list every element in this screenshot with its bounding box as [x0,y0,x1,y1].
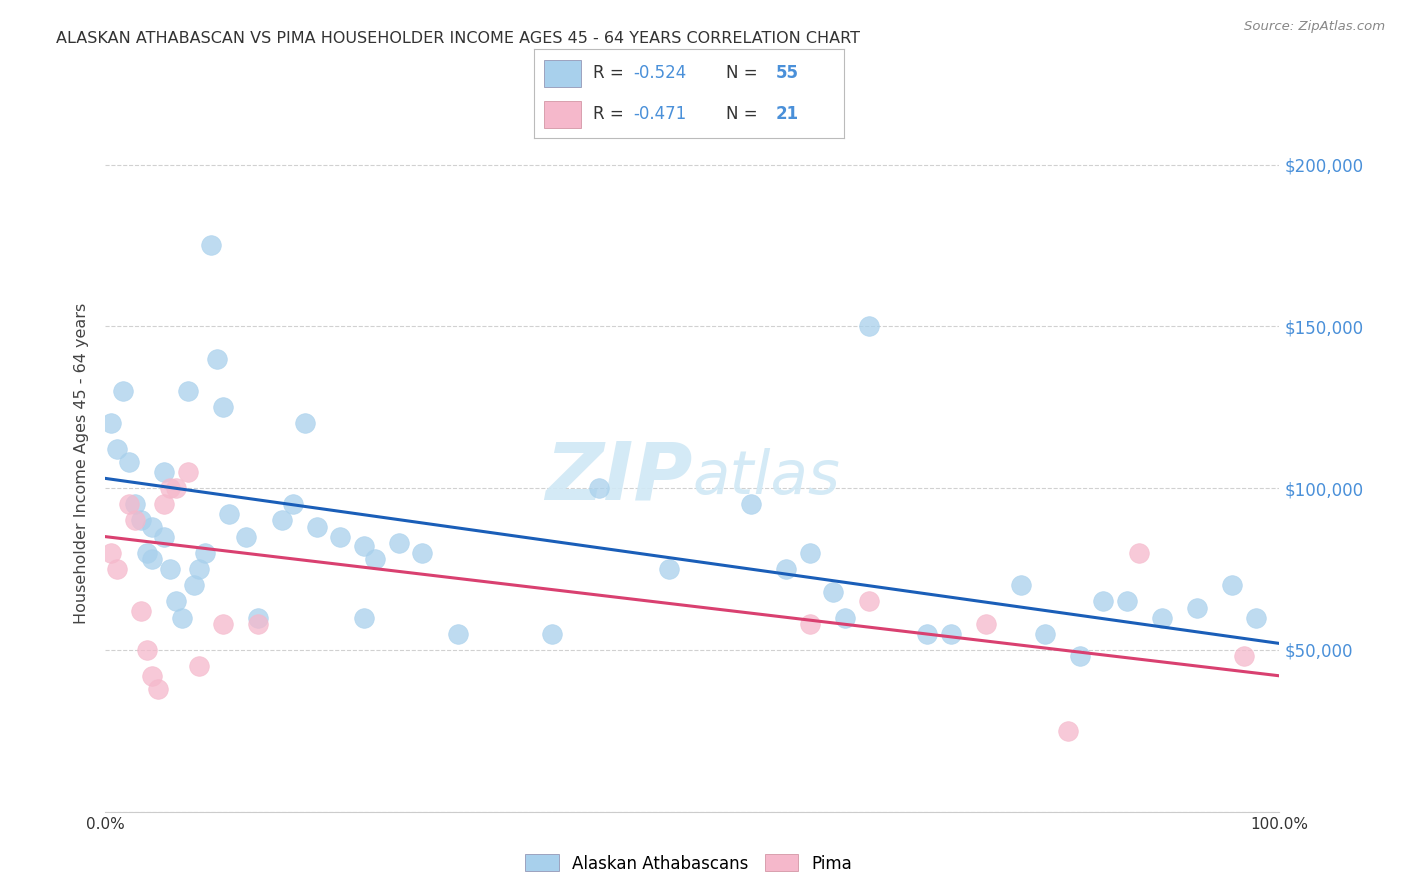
Point [148,681,170,696]
Point [183,578,205,592]
Point [834,610,856,624]
Point [823,584,845,599]
Point [353,540,375,554]
Point [364,552,387,566]
Point [1069,649,1091,664]
Point [1115,594,1137,608]
Point [194,546,217,560]
Point [1092,594,1115,608]
Point [141,669,163,683]
Point [200,238,222,252]
Point [205,351,228,366]
Point [188,659,211,673]
Point [974,617,997,632]
Point [939,626,962,640]
Point [129,513,152,527]
Point [118,497,141,511]
Point [858,594,880,608]
Point [211,617,233,632]
Point [1233,649,1256,664]
Point [100,417,122,431]
Point [388,536,411,550]
Point [176,384,198,398]
Point [740,497,762,511]
Point [1150,610,1173,624]
Point [135,546,157,560]
Point [159,562,181,576]
Legend: Alaskan Athabascans, Pima: Alaskan Athabascans, Pima [519,847,859,880]
Point [235,530,257,544]
Point [658,562,681,576]
Point [135,643,157,657]
Point [775,562,797,576]
Point [799,617,821,632]
Point [141,520,163,534]
Text: ZIP: ZIP [546,439,692,516]
Point [305,520,328,534]
Point [153,465,176,479]
Point [353,610,375,624]
Point [124,497,146,511]
Text: atlas: atlas [692,449,841,508]
Text: 21: 21 [776,105,799,123]
Point [858,319,880,334]
Text: ALASKAN ATHABASCAN VS PIMA HOUSEHOLDER INCOME AGES 45 - 64 YEARS CORRELATION CHA: ALASKAN ATHABASCAN VS PIMA HOUSEHOLDER I… [56,31,860,46]
Text: N =: N = [725,105,763,123]
Point [129,604,152,618]
Text: -0.471: -0.471 [633,105,686,123]
Point [247,617,270,632]
Point [294,417,316,431]
Point [159,481,181,495]
Point [165,481,187,495]
Point [112,384,135,398]
Point [1057,723,1080,738]
Point [1244,610,1267,624]
Point [188,562,211,576]
Point [329,530,352,544]
Point [1128,546,1150,560]
Point [211,401,233,415]
Text: R =: R = [593,105,628,123]
Point [1187,600,1209,615]
Point [1033,626,1056,640]
Point [247,610,270,624]
Text: -0.524: -0.524 [633,64,686,82]
Point [283,497,305,511]
Bar [544,101,581,128]
Text: Source: ZipAtlas.com: Source: ZipAtlas.com [1244,20,1385,33]
Point [446,626,468,640]
Point [118,455,141,469]
Point [915,626,938,640]
Point [588,481,610,495]
Y-axis label: Householder Income Ages 45 - 64 years: Householder Income Ages 45 - 64 years [75,303,90,624]
Point [218,507,240,521]
Point [540,626,562,640]
Point [105,442,128,457]
Point [100,546,122,560]
Point [170,610,193,624]
Text: 55: 55 [776,64,799,82]
Text: R =: R = [593,64,628,82]
Point [1222,578,1244,592]
Point [176,465,198,479]
Point [270,513,292,527]
Bar [544,60,581,87]
Point [141,552,163,566]
Text: N =: N = [725,64,763,82]
Point [153,497,176,511]
Point [165,594,187,608]
Point [1010,578,1032,592]
Point [799,546,821,560]
Point [124,513,146,527]
Point [411,546,433,560]
Point [153,530,176,544]
Point [105,562,128,576]
